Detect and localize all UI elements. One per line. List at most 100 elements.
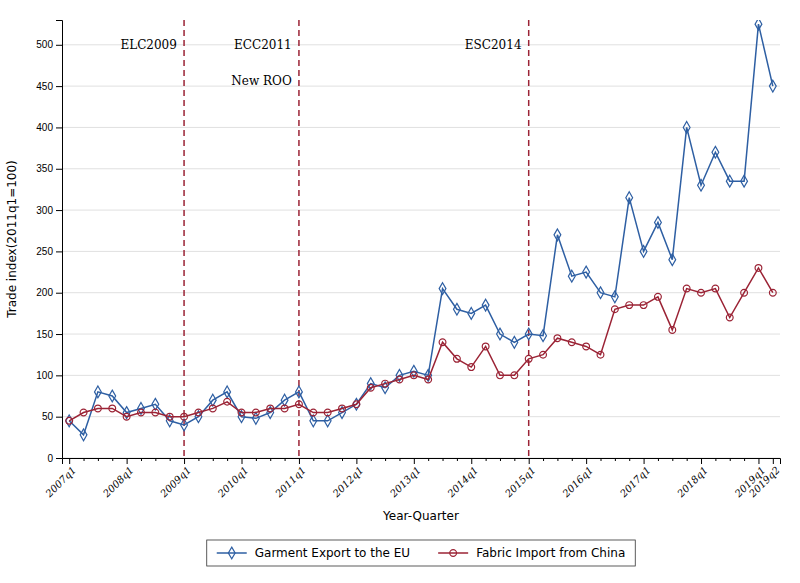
tick — [285, 458, 286, 461]
tick: 2007q1 — [43, 458, 79, 500]
annotation-label: ELC2009 — [120, 38, 176, 52]
tick-mark — [299, 458, 300, 464]
tick-mark — [127, 458, 128, 464]
tick: 2019q2 — [746, 458, 782, 500]
tick — [601, 458, 602, 461]
tick-label: 2010q1 — [215, 464, 251, 500]
series-marker — [726, 175, 733, 187]
annotation-line — [528, 20, 530, 458]
series-marker — [152, 398, 159, 410]
tick-mark — [213, 458, 214, 461]
series-marker — [181, 419, 188, 431]
tick: 2018q1 — [674, 458, 710, 500]
series-marker — [568, 339, 575, 346]
series-marker — [109, 405, 116, 412]
tick-mark — [256, 458, 257, 461]
series-marker — [454, 355, 461, 362]
tick-mark — [56, 210, 62, 211]
series-marker — [439, 339, 446, 346]
series-marker — [80, 429, 87, 441]
tick-mark — [141, 458, 142, 461]
tick-mark — [399, 458, 400, 461]
series-marker — [683, 285, 690, 292]
tick-mark — [744, 458, 745, 461]
series-marker — [267, 405, 274, 412]
annotation-label: New ROO — [231, 74, 292, 88]
axis-line — [63, 459, 781, 465]
legend-item: Fabric Import from China — [438, 546, 625, 560]
tick-mark — [328, 458, 329, 461]
series-marker — [611, 306, 618, 313]
tick-mark — [56, 169, 62, 170]
plot: 0501001502002503003504004505002007q12008… — [36, 18, 781, 500]
series-marker — [568, 270, 575, 282]
grid-line — [62, 292, 780, 293]
series-marker — [611, 291, 618, 303]
legend-label: Garment Export to the EU — [255, 546, 410, 560]
tick — [155, 458, 156, 461]
series-marker — [281, 405, 288, 412]
series-marker — [95, 405, 102, 412]
tick-mark — [730, 458, 731, 461]
y-axis: 050100150200250300350400450500 — [36, 21, 62, 464]
series-marker — [669, 327, 676, 334]
series-marker — [296, 386, 303, 398]
legend-item: Garment Export to the EU — [217, 546, 410, 560]
tick-mark — [715, 458, 716, 461]
series-marker — [640, 246, 647, 258]
tick — [84, 458, 85, 461]
tick-mark — [56, 293, 62, 294]
tick — [342, 458, 343, 461]
tick — [213, 458, 214, 461]
tick: 2016q1 — [560, 458, 596, 500]
series-marker — [497, 328, 504, 340]
tick — [443, 458, 444, 461]
tick-mark — [371, 458, 372, 461]
series-marker — [741, 289, 748, 296]
tick-label: 2014q1 — [445, 464, 481, 500]
tick: 400 — [36, 122, 62, 133]
tick: 2011q1 — [272, 458, 308, 500]
tick-mark — [543, 458, 544, 461]
tick: 300 — [36, 205, 62, 216]
series-marker — [252, 409, 259, 416]
series-marker — [224, 386, 231, 398]
series-marker — [640, 302, 647, 309]
series-marker — [468, 307, 475, 319]
series-line — [69, 268, 773, 421]
tick-label: 400 — [36, 122, 53, 133]
tick — [658, 458, 659, 461]
tick — [227, 458, 228, 461]
tick — [428, 458, 429, 461]
series-marker — [425, 376, 432, 383]
series-marker — [353, 401, 360, 408]
tick-label: 2016q1 — [560, 464, 596, 500]
annotation-line — [183, 20, 185, 458]
tick: 2010q1 — [215, 458, 251, 500]
tick — [98, 458, 99, 461]
legend-swatch — [438, 552, 468, 554]
tick-mark — [313, 458, 314, 461]
series-marker — [195, 409, 202, 416]
tick-mark — [356, 458, 357, 464]
series-marker — [80, 409, 87, 416]
series-marker — [209, 394, 216, 406]
tick-mark — [701, 458, 702, 464]
series-marker — [712, 285, 719, 292]
series-marker — [597, 351, 604, 358]
series-marker — [712, 146, 719, 158]
series-marker — [166, 413, 173, 420]
tick: 2009q1 — [158, 458, 194, 500]
legend-swatch — [217, 552, 247, 554]
tick-mark — [773, 458, 774, 464]
tick-mark — [56, 251, 62, 252]
tick — [744, 458, 745, 461]
tick-mark — [385, 458, 386, 461]
x-axis-title: Year-Quarter — [382, 509, 459, 523]
tick-mark — [687, 458, 688, 461]
tick-mark — [486, 458, 487, 461]
tick-mark — [672, 458, 673, 461]
tick-label: 450 — [36, 81, 53, 92]
tick-label: 250 — [36, 246, 53, 257]
tick — [715, 458, 716, 461]
